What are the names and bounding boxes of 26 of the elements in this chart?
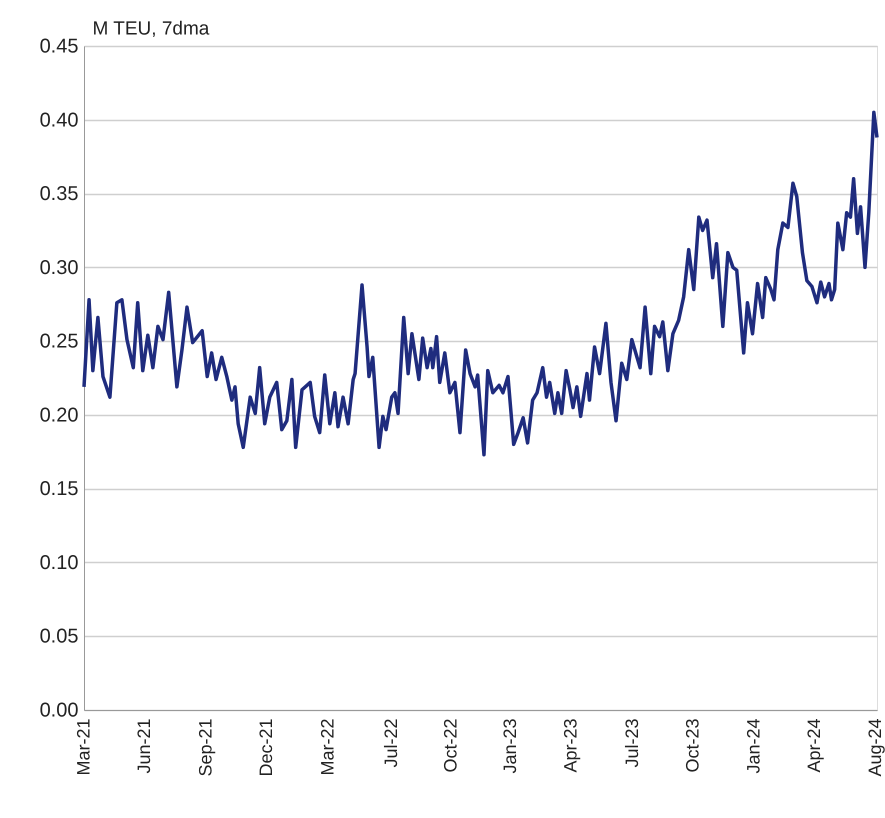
y-tick-label: 0.05 bbox=[40, 626, 78, 648]
y-tick-label: 0.40 bbox=[40, 109, 78, 132]
x-tick-label: Jan-24 bbox=[743, 718, 764, 774]
x-tick-label: Sep-21 bbox=[195, 718, 216, 777]
x-tick-label: Mar-22 bbox=[317, 718, 338, 776]
x-tick-label: Apr-23 bbox=[560, 718, 581, 773]
y-tick-label: 0.45 bbox=[40, 36, 78, 58]
y-tick-label: 0.30 bbox=[40, 256, 78, 279]
x-tick-label: Jun-21 bbox=[134, 718, 154, 774]
y-tick-label: 0.35 bbox=[40, 183, 78, 206]
x-tick-label: Apr-24 bbox=[804, 718, 824, 773]
x-tick-label: Jul-23 bbox=[622, 718, 642, 768]
x-tick-label: Jan-23 bbox=[500, 718, 520, 774]
y-tick-label: 0.20 bbox=[40, 404, 78, 426]
y-axis-title: M TEU, 7dma bbox=[92, 18, 210, 40]
x-tick-label: Aug-24 bbox=[865, 718, 885, 777]
x-tick-label: Mar-21 bbox=[74, 718, 94, 776]
line-series bbox=[82, 110, 879, 456]
x-tick-label: Jul-22 bbox=[381, 718, 402, 768]
x-tick-label: Dec-21 bbox=[256, 718, 276, 777]
y-tick-label: 0.00 bbox=[40, 700, 78, 722]
x-tick-label: Oct-23 bbox=[682, 718, 703, 773]
x-tick-label: Oct-22 bbox=[440, 718, 461, 773]
y-tick-label: 0.25 bbox=[40, 330, 78, 353]
y-tick-label: 0.15 bbox=[40, 478, 78, 500]
y-tick-label: 0.10 bbox=[40, 552, 78, 574]
